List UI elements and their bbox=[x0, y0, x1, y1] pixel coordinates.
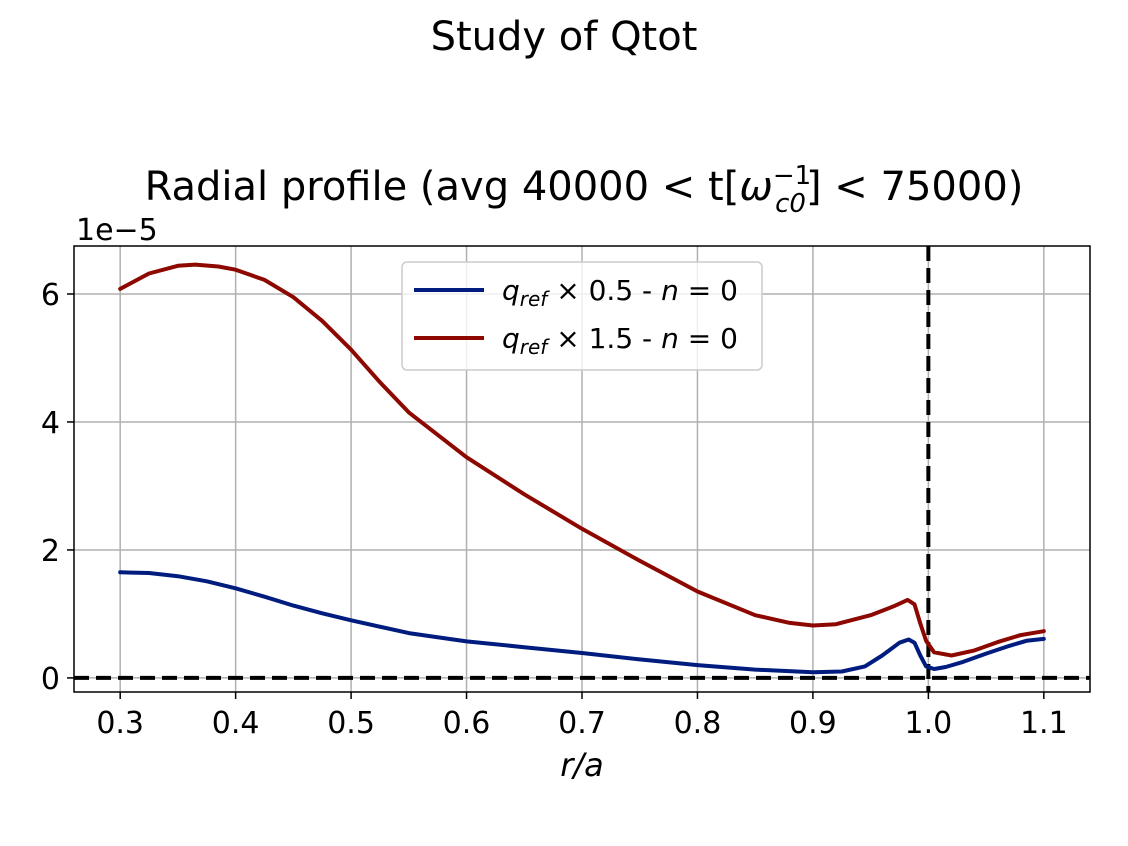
x-ticks: 0.3 0.4 0.5 0.6 0.7 0.8 0.9 1.0 1.1 bbox=[96, 692, 1068, 741]
series-line-1 bbox=[118, 262, 1046, 658]
chart-title-subscript: c0 bbox=[775, 189, 806, 219]
x-tick-label-0: 0.3 bbox=[96, 706, 144, 741]
y-tick-label-1: 2 bbox=[41, 534, 60, 569]
legend-label-0: qref × 0.5 - n = 0 bbox=[502, 274, 738, 311]
reference-lines bbox=[74, 246, 1090, 692]
x-tick-label-4: 0.7 bbox=[558, 706, 606, 741]
x-tick-label-5: 0.8 bbox=[674, 706, 722, 741]
x-tick-label-6: 0.9 bbox=[789, 706, 837, 741]
y-tick-label-2: 4 bbox=[41, 406, 60, 441]
legend-items: qref × 0.5 - n = 0 qref × 1.5 - n = 0 bbox=[414, 274, 738, 359]
chart-title-suffix: ] < 75000) bbox=[806, 164, 1023, 210]
series-line-0 bbox=[118, 570, 1046, 675]
x-axis-label: r/a bbox=[560, 746, 604, 784]
figure-suptitle: Study of Qtot bbox=[431, 14, 698, 60]
legend-label-1: qref × 1.5 - n = 0 bbox=[502, 322, 738, 359]
y-tick-label-3: 6 bbox=[41, 278, 60, 313]
x-tick-label-8: 1.1 bbox=[1020, 706, 1068, 741]
chart-title: Radial profile (avg 40000 < t[ω−1 c0] < 7… bbox=[145, 161, 1024, 219]
x-tick-label-3: 0.6 bbox=[443, 706, 491, 741]
chart-title-prefix: Radial profile (avg 40000 < t[ bbox=[145, 164, 740, 210]
x-tick-label-7: 1.0 bbox=[905, 706, 953, 741]
legend-box bbox=[401, 261, 763, 371]
y-ticks: 0 2 4 6 bbox=[41, 278, 74, 697]
y-tick-label-0: 0 bbox=[41, 662, 60, 697]
y-offset-text: 1e−5 bbox=[76, 213, 158, 248]
x-tick-label-2: 0.5 bbox=[327, 706, 375, 741]
legend: qref × 0.5 - n = 0 qref × 1.5 - n = 0 bbox=[401, 261, 763, 371]
series-layer bbox=[118, 262, 1046, 675]
chart-title-superscript: −1 bbox=[773, 161, 811, 191]
chart-title-symbol: ω bbox=[739, 164, 773, 210]
x-tick-label-1: 0.4 bbox=[212, 706, 260, 741]
